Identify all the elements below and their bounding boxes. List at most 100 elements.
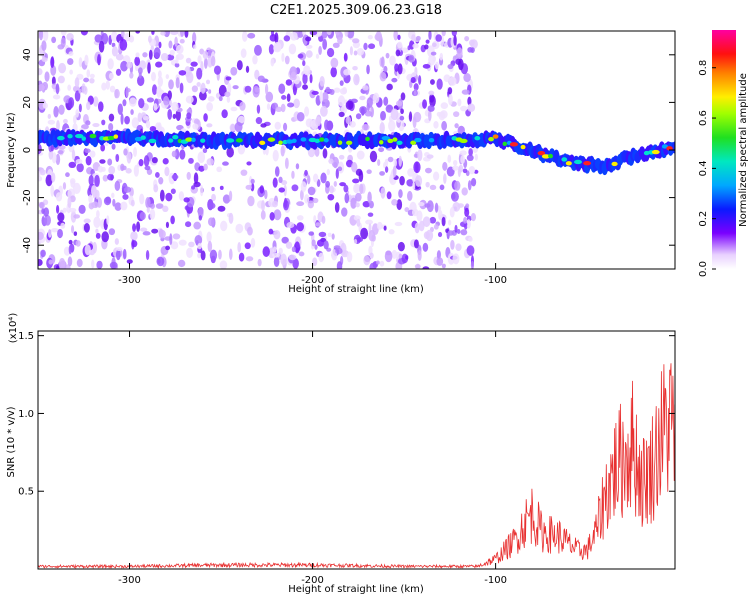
spectrogram-noise-blob [139, 193, 145, 205]
spectrogram-noise-blob [296, 111, 305, 122]
carrier-trace-peak [661, 144, 669, 149]
spectrogram-noise-blob [410, 76, 416, 84]
spectrogram-noise-blob [234, 121, 243, 133]
spectrogram-noise-blob [313, 215, 317, 224]
spectrogram-noise-blob [170, 215, 175, 225]
spectrogram-noise-blob [259, 185, 265, 194]
spectrogram-noise-blob [92, 241, 97, 254]
spectrogram-noise-blob [135, 31, 141, 34]
spectrogram-noise-blob [197, 242, 202, 250]
spectrogram-noise-blob [440, 102, 449, 110]
spectrogram-noise-blob [454, 123, 459, 129]
spectrogram-noise-blob [356, 48, 365, 56]
spectrogram-noise-blob [41, 57, 48, 63]
spectrogram-noise-blob [244, 85, 252, 93]
spectrogram-noise-blob [453, 159, 458, 166]
spectrogram-noise-blob [165, 192, 173, 202]
spectrogram-noise-blob [119, 38, 128, 51]
spectrogram-noise-blob [333, 87, 341, 93]
spectrogram-noise-blob [300, 189, 304, 201]
spectrogram-noise-blob [384, 166, 389, 173]
spectrogram-noise-blob [408, 111, 413, 122]
spectrogram-noise-blob [379, 260, 385, 267]
spectrogram-noise-blob [386, 191, 392, 200]
spectrogram-noise-blob [91, 259, 95, 269]
spectrogram-noise-blob [407, 190, 413, 202]
carrier-trace-peak [410, 140, 417, 145]
spectrogram-noise-blob [338, 111, 345, 118]
carrier-trace-peak [318, 137, 325, 142]
spectrogram-noise-blob [68, 97, 75, 109]
snr-x-axis-label: Height of straight line (km) [288, 584, 424, 595]
spectrogram-noise-blob [94, 34, 103, 43]
spectrogram-noise-blob [325, 86, 331, 93]
spectrogram-noise-blob [203, 113, 208, 122]
spectrogram-noise-blob [130, 199, 135, 207]
spectrogram-noise-blob [423, 231, 430, 240]
spectrogram-noise-blob [44, 71, 50, 82]
spectrogram-noise-blob [321, 215, 326, 224]
spectrogram-noise-blob [274, 121, 282, 130]
spectrogram-noise-blob [149, 125, 157, 132]
spectrogram-noise-blob [93, 216, 101, 228]
spectrogram-noise-blob [192, 32, 197, 44]
spectrogram-noise-blob [333, 181, 338, 187]
snr-series-line [38, 363, 675, 569]
spectrogram-noise-blob [102, 174, 109, 182]
carrier-trace-peak [459, 138, 468, 144]
colorbar-tick-label: 0.8 [698, 60, 709, 76]
spectrogram-noise-blob [281, 180, 288, 186]
spectrogram-noise-blob [286, 221, 295, 229]
spectrogram-noise-blob [265, 91, 274, 103]
spectrogram-noise-blob [78, 204, 86, 215]
spectrogram-noise-blob [101, 231, 109, 243]
carrier-trace-peak [392, 137, 398, 142]
spectrogram-noise-blob [470, 177, 477, 187]
spectrogram-noise-blob [318, 45, 322, 55]
spectrogram-noise-blob [413, 90, 417, 96]
spectrogram-noise-blob [396, 100, 403, 107]
spectrogram-noise-blob [219, 260, 228, 269]
spectrogram-noise-blob [414, 175, 423, 187]
spectrogram-noise-blob [455, 58, 462, 65]
spectrogram-noise-blob [160, 31, 166, 36]
spectrogram-noise-blob [415, 35, 421, 41]
spectrogram-noise-blob [463, 73, 471, 83]
spectrogram-noise-blob [296, 215, 304, 221]
spectrogram-noise-blob [366, 169, 372, 175]
spectrogram-noise-blob [305, 44, 313, 49]
spectrogram-noise-blob [198, 215, 203, 221]
spectrogram-noise-blob [361, 124, 370, 131]
spectrogram-noise-blob [285, 79, 293, 86]
snr-x-tick-label: -300 [118, 575, 141, 586]
spectrogram-noise-blob [75, 240, 81, 247]
spectrogram-noise-blob [426, 200, 434, 213]
spectrogram-noise-blob [179, 38, 185, 44]
spectrogram-noise-blob [84, 148, 91, 154]
spectrogram-noise-blob [193, 181, 201, 188]
spectrogram-noise-blob [319, 75, 325, 87]
spectrogram-noise-blob [366, 97, 373, 108]
spectrogram-noise-blob [309, 31, 318, 36]
spectrogram-noise-blob [206, 102, 214, 112]
spectrogram-noise-blob [250, 178, 255, 184]
spectrogram-noise-blob [441, 216, 446, 227]
spectrogram-noise-blob [278, 83, 286, 94]
carrier-trace-peak [107, 135, 115, 141]
spectrogram-noise-blob [108, 165, 116, 175]
spectrogram-noise-blob [356, 150, 365, 160]
spectrogram-noise-blob [462, 168, 468, 174]
spectrogram-noise-blob [185, 57, 192, 64]
spectrogram-noise-blob [142, 231, 151, 236]
spectrogram-noise-blob [330, 57, 339, 69]
spectrogram-noise-blob [425, 181, 430, 188]
spectrogram-noise-blob [308, 231, 315, 236]
spectrogram-noise-blob [51, 76, 56, 86]
spectrogram-noise-blob [42, 31, 49, 42]
spectrogram-noise-blob [124, 115, 130, 125]
spectrogram-noise-blob [184, 31, 189, 38]
spectrogram-noise-blob [130, 231, 138, 241]
spectrogram-noise-blob [452, 165, 459, 171]
spectrogram-noise-blob [246, 161, 252, 166]
spectrogram-noise-blob [257, 75, 265, 83]
